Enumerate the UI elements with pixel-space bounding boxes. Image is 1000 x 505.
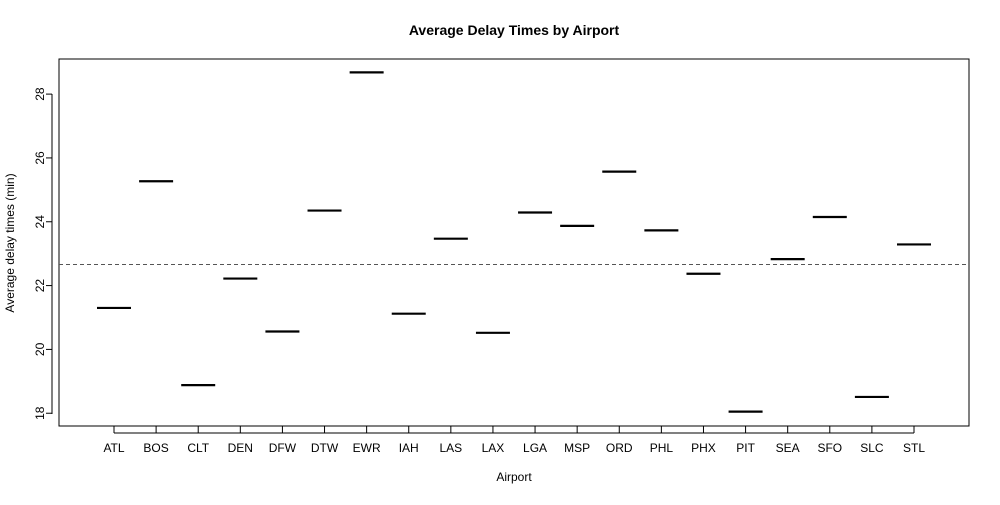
y-tick-label: 28 <box>33 87 47 101</box>
data-marks <box>97 71 931 413</box>
x-tick-label: LGA <box>523 441 547 455</box>
x-ticks: ATL BOS CLT DEN DFW DTW EWR IAH LAS LAX LGA MSP ORD P… <box>103 426 925 455</box>
x-tick-label: PHX <box>691 441 716 455</box>
y-axis-label: Average delay times (min) <box>3 173 17 312</box>
y-tick-label: 26 <box>33 151 47 165</box>
x-tick-label: SFO <box>817 441 842 455</box>
x-tick-label: LAS <box>439 441 462 455</box>
x-tick-label: DEN <box>228 441 253 455</box>
x-tick-label: DTW <box>311 441 339 455</box>
x-tick-label: PIT <box>736 441 755 455</box>
x-axis-label: Airport <box>496 470 532 484</box>
x-tick-label: PHL <box>650 441 674 455</box>
x-tick-label: IAH <box>399 441 419 455</box>
y-tick-label: 18 <box>33 406 47 420</box>
x-tick-label: CLT <box>187 441 209 455</box>
x-tick-label: DFW <box>269 441 297 455</box>
x-tick-label: SEA <box>776 441 800 455</box>
x-tick-label: BOS <box>143 441 168 455</box>
x-tick-label: ORD <box>606 441 633 455</box>
x-tick-label: EWR <box>353 441 381 455</box>
y-ticks: 18 20 22 24 26 28 <box>33 87 52 420</box>
x-tick-label: MSP <box>564 441 590 455</box>
y-tick-label: 22 <box>33 279 47 293</box>
x-tick-label: ATL <box>103 441 124 455</box>
plot-frame <box>58 58 970 427</box>
x-tick-label: SLC <box>860 441 884 455</box>
chart-title: Average Delay Times by Airport <box>409 22 620 38</box>
y-tick-label: 20 <box>33 342 47 356</box>
y-tick-label: 24 <box>33 215 47 229</box>
x-tick-label: STL <box>903 441 925 455</box>
x-tick-label: LAX <box>482 441 505 455</box>
